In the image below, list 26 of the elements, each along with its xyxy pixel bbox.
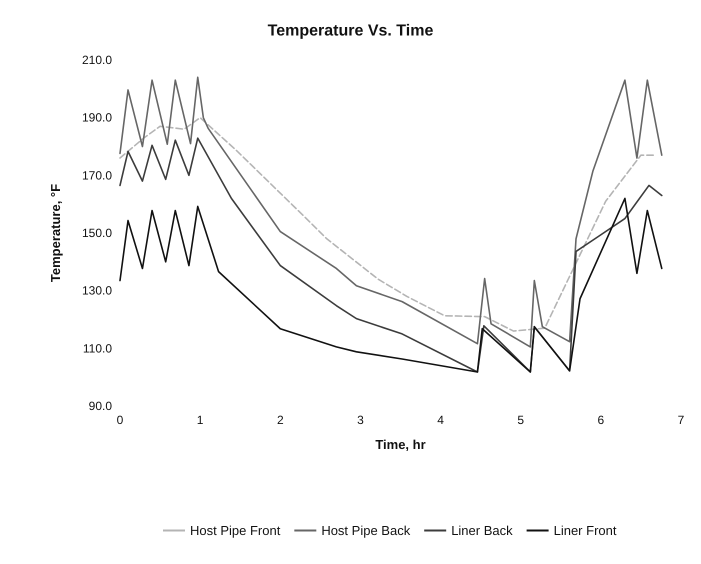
x-tick-label: 3 (357, 413, 364, 427)
y-axis-title: Temperature, °F (48, 184, 63, 282)
chart-title: Temperature Vs. Time (268, 22, 434, 40)
legend-label: Host Pipe Front (190, 523, 281, 538)
y-tick-label: 110.0 (82, 341, 112, 356)
y-tick-label: 130.0 (82, 284, 112, 298)
x-tick-label: 1 (196, 413, 204, 427)
y-tick-label: 190.0 (82, 110, 112, 125)
y-tick-label: 210.0 (82, 53, 112, 67)
y-tick-label: 170.0 (82, 168, 112, 182)
y-tick-label: 90.0 (88, 399, 112, 413)
legend-label: Host Pipe Back (321, 523, 411, 538)
x-tick-label: 5 (517, 413, 524, 427)
x-tick-label: 6 (598, 413, 605, 427)
line-series (119, 116, 655, 332)
y-tick-label: 150.0 (82, 226, 112, 240)
line-series (119, 76, 663, 348)
x-tick-label: 0 (116, 413, 124, 427)
x-axis-title: Time, hr (375, 437, 426, 452)
legend-label: Liner Front (554, 523, 617, 538)
line-series (119, 198, 663, 373)
x-tick-label: 4 (437, 413, 444, 427)
legend-label: Liner Back (451, 523, 514, 538)
x-tick-label: 7 (678, 413, 685, 427)
line-series (119, 137, 663, 373)
x-tick-label: 2 (276, 413, 284, 427)
